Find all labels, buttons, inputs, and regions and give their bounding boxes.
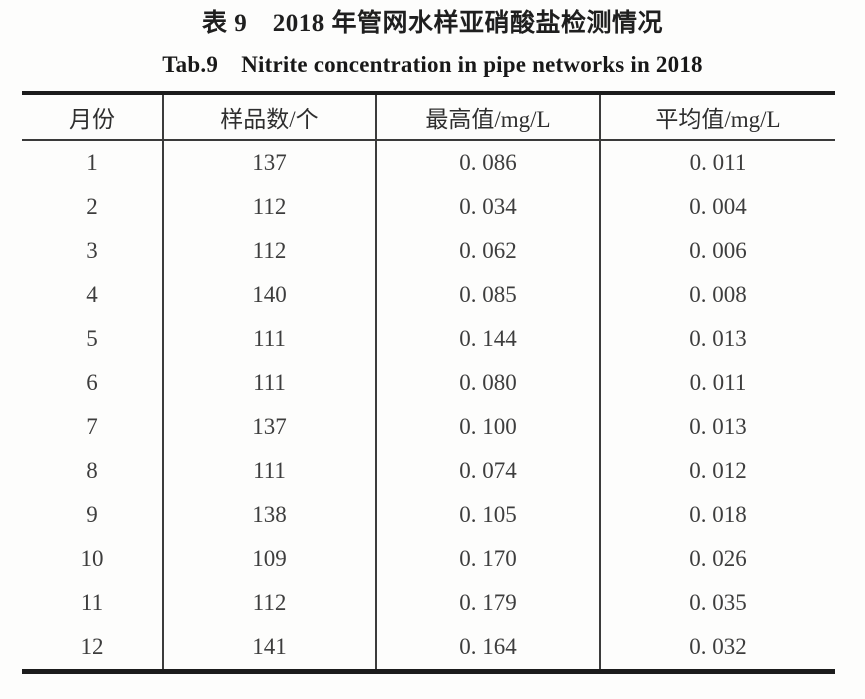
cell-month: 4: [22, 272, 164, 317]
cell-avg: 0. 032: [689, 633, 747, 659]
table-row: 3 112 0. 062 0. 006: [22, 228, 835, 273]
cell-month: 7: [22, 404, 164, 449]
cell-month: 11: [22, 580, 164, 625]
cell-avg: 0. 008: [689, 281, 747, 307]
cell-avg: 0. 004: [689, 193, 747, 219]
cell-avg: 0. 006: [689, 237, 747, 263]
cell-max: 0. 034: [376, 184, 601, 229]
cell-samples: 138: [163, 492, 377, 537]
table-row: 2 112 0. 034 0. 004: [22, 184, 835, 229]
header-max: 最高值/mg/L: [376, 92, 601, 141]
cell-month: 1: [22, 139, 164, 185]
table-row: 7 137 0. 100 0. 013: [22, 404, 835, 449]
cell-samples: 112: [163, 580, 377, 625]
cell-month: 2: [22, 184, 164, 229]
cell-max: 0. 062: [376, 228, 601, 273]
cell-avg: 0. 013: [689, 325, 747, 351]
document-page: 表 9 2018 年管网水样亚硝酸盐检测情况 Tab.9 Nitrite con…: [22, 10, 835, 674]
header-samples: 样品数/个: [163, 92, 377, 141]
cell-month: 3: [22, 228, 164, 273]
cell-samples: 111: [163, 316, 377, 361]
table-row: 4 140 0. 085 0. 008: [22, 272, 835, 317]
cell-avg: 0. 011: [689, 149, 747, 175]
cell-max: 0. 179: [376, 580, 601, 625]
cell-avg: 0. 012: [689, 457, 747, 483]
table-row: 5 111 0. 144 0. 013: [22, 316, 835, 361]
cell-avg: 0. 026: [689, 545, 747, 571]
table-row: 10 109 0. 170 0. 026: [22, 536, 835, 581]
table-header-row: 月份 样品数/个 最高值/mg/L 平均值/mg/L: [22, 92, 835, 141]
cell-max: 0. 144: [376, 316, 601, 361]
table-row: 9 138 0. 105 0. 018: [22, 492, 835, 537]
header-avg: 平均值/mg/L: [600, 92, 835, 141]
cell-max: 0. 170: [376, 536, 601, 581]
cell-max: 0. 080: [376, 360, 601, 405]
cell-month: 6: [22, 360, 164, 405]
table-row: 11 112 0. 179 0. 035: [22, 580, 835, 625]
cell-avg: 0. 011: [689, 369, 747, 395]
cell-month: 12: [22, 624, 164, 672]
cell-samples: 112: [163, 184, 377, 229]
cell-samples: 111: [163, 360, 377, 405]
cell-samples: 141: [163, 624, 377, 672]
cell-max: 0. 074: [376, 448, 601, 493]
cell-month: 5: [22, 316, 164, 361]
cell-month: 9: [22, 492, 164, 537]
header-month: 月份: [22, 92, 164, 141]
cell-samples: 140: [163, 272, 377, 317]
table-title-chinese: 表 9 2018 年管网水样亚硝酸盐检测情况: [201, 10, 663, 37]
cell-samples: 109: [163, 536, 377, 581]
cell-avg: 0. 018: [689, 501, 747, 527]
cell-avg: 0. 013: [689, 413, 747, 439]
nitrite-data-table: 月份 样品数/个 最高值/mg/L 平均值/mg/L 1 137 0. 086 …: [22, 90, 835, 674]
cell-max: 0. 085: [376, 272, 601, 317]
cell-samples: 137: [163, 139, 377, 185]
cell-avg: 0. 035: [689, 589, 747, 615]
cell-samples: 111: [163, 448, 377, 493]
cell-samples: 137: [163, 404, 377, 449]
cell-max: 0. 086: [376, 139, 601, 185]
cell-month: 8: [22, 448, 164, 493]
table-row: 1 137 0. 086 0. 011: [22, 139, 835, 185]
table-row: 6 111 0. 080 0. 011: [22, 360, 835, 405]
cell-month: 10: [22, 536, 164, 581]
cell-samples: 112: [163, 228, 377, 273]
table-title-english: Tab.9 Nitrite concentration in pipe netw…: [162, 52, 703, 77]
cell-max: 0. 100: [376, 404, 601, 449]
cell-max: 0. 105: [376, 492, 601, 537]
table-row: 12 141 0. 164 0. 032: [22, 624, 835, 672]
table-row: 8 111 0. 074 0. 012: [22, 448, 835, 493]
cell-max: 0. 164: [376, 624, 601, 672]
